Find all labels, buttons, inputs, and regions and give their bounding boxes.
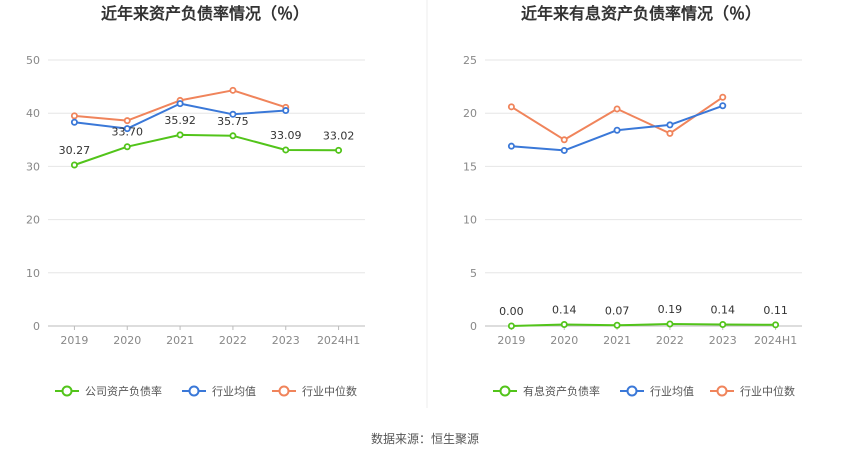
x-tick-label: 2023 <box>272 334 300 347</box>
legend-marker-icon <box>626 385 638 397</box>
data-point <box>719 321 727 329</box>
data-label: 0.19 <box>658 303 683 316</box>
data-point <box>772 321 780 329</box>
x-tick-label: 2022 <box>656 334 684 347</box>
x-tick-label: 2024H1 <box>754 334 797 347</box>
legend-item[interactable]: 行业均值 <box>620 385 694 398</box>
data-label: 30.27 <box>59 144 91 157</box>
data-point <box>229 132 237 140</box>
data-label: 33.02 <box>323 129 355 142</box>
y-tick-label: 50 <box>26 54 40 67</box>
data-point <box>70 118 78 126</box>
x-tick-label: 2021 <box>166 334 194 347</box>
y-tick-label: 10 <box>26 267 40 280</box>
data-source-note: 数据来源：恒生聚源 <box>370 432 479 446</box>
data-point <box>229 86 237 94</box>
legend-marker-icon <box>188 385 200 397</box>
interest-bearing-debt-ratio-chart: 近年来有息资产负债率情况（％） 0 5 10 15 20 25 2019 2020 2021 20… <box>463 4 802 398</box>
y-tick-label: 10 <box>463 214 477 227</box>
legend-marker-icon <box>499 385 511 397</box>
data-point <box>507 322 515 330</box>
y-tick-label: 0 <box>470 320 477 333</box>
data-point <box>666 320 674 328</box>
data-point <box>719 102 727 110</box>
data-point <box>282 107 290 115</box>
y-tick-label: 0 <box>33 320 40 333</box>
legend-item[interactable]: 有息资产负债率 <box>493 384 600 398</box>
data-point <box>666 129 674 137</box>
data-point <box>507 103 515 111</box>
x-tick-label: 2023 <box>709 334 737 347</box>
legend-marker-icon <box>278 385 290 397</box>
data-point <box>666 121 674 129</box>
y-tick-label: 20 <box>463 107 477 120</box>
data-point <box>560 136 568 144</box>
data-label: 0.14 <box>711 304 736 317</box>
legend-label: 行业均值 <box>212 385 256 398</box>
legend-label: 行业均值 <box>650 385 694 398</box>
data-label: 0.07 <box>605 304 630 317</box>
legend-label: 行业中位数 <box>740 384 795 398</box>
y-tick-label: 15 <box>463 160 477 173</box>
data-point <box>335 146 343 154</box>
x-tick-label: 2024H1 <box>317 334 360 347</box>
data-label: 33.70 <box>112 126 144 139</box>
data-point <box>123 117 131 125</box>
data-label: 35.75 <box>217 115 249 128</box>
series-line <box>74 133 339 166</box>
data-point <box>123 143 131 151</box>
legend-item[interactable]: 行业均值 <box>182 385 256 398</box>
y-tick-label: 25 <box>463 54 477 67</box>
data-point <box>613 105 621 113</box>
data-label: 0.14 <box>552 304 577 317</box>
legend-marker-icon <box>61 385 73 397</box>
legend-item[interactable]: 行业中位数 <box>272 384 357 398</box>
legend-label: 有息资产负债率 <box>523 384 600 398</box>
data-point <box>176 131 184 139</box>
data-point <box>229 110 237 118</box>
data-point <box>282 146 290 154</box>
data-point <box>70 161 78 169</box>
data-point <box>719 93 727 101</box>
data-point <box>176 100 184 108</box>
y-tick-label: 20 <box>26 214 40 227</box>
data-point <box>507 142 515 150</box>
data-point <box>560 321 568 329</box>
data-label: 0.11 <box>763 304 788 317</box>
legend-item[interactable]: 公司资产负债率 <box>55 384 162 398</box>
x-tick-label: 2019 <box>497 334 525 347</box>
legend-label: 公司资产负债率 <box>85 384 162 398</box>
x-tick-label: 2022 <box>219 334 247 347</box>
x-tick-label: 2020 <box>550 334 578 347</box>
data-label: 33.09 <box>270 129 302 142</box>
y-tick-label: 30 <box>26 160 40 173</box>
chart-title: 近年来有息资产负债率情况（％） <box>521 4 761 23</box>
legend-marker-icon <box>716 385 728 397</box>
x-tick-label: 2019 <box>60 334 88 347</box>
x-tick-label: 2020 <box>113 334 141 347</box>
y-tick-label: 40 <box>26 107 40 120</box>
legend-label: 行业中位数 <box>302 384 357 398</box>
x-tick-label: 2021 <box>603 334 631 347</box>
data-point <box>70 112 78 120</box>
series-line <box>511 323 776 327</box>
data-label: 0.00 <box>499 305 524 318</box>
legend-item[interactable]: 行业中位数 <box>710 384 795 398</box>
chart-title: 近年来资产负债率情况（％） <box>101 4 309 23</box>
data-point <box>560 146 568 154</box>
data-point <box>613 321 621 329</box>
data-point <box>613 126 621 134</box>
data-point <box>123 125 131 133</box>
debt-ratio-chart: 近年来资产负债率情况（％） 0 10 20 30 40 50 2019 2020 2021 202… <box>26 4 365 398</box>
data-label: 35.92 <box>164 114 196 127</box>
y-tick-label: 5 <box>470 267 477 280</box>
